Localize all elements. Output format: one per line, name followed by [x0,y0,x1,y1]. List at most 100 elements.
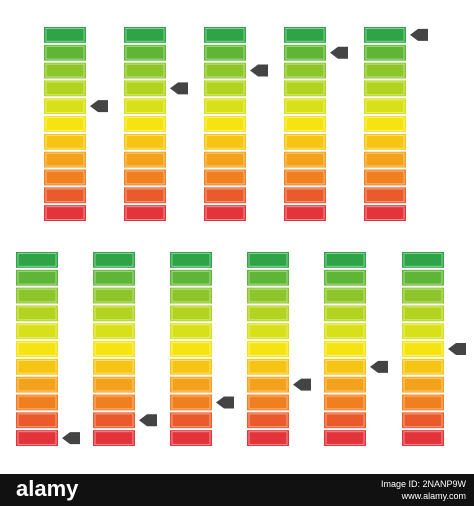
segment-highlight [17,413,57,428]
meter-segment [364,151,406,168]
meter-segment [402,376,444,393]
meter-segment [364,187,406,204]
meter-segment [402,358,444,375]
segment-highlight [17,359,57,374]
meter-segment [44,80,86,97]
segment-highlight [325,324,365,339]
meter-segment [402,323,444,340]
segment-highlight [94,288,134,303]
meter-segment [16,394,58,411]
meter-segment [324,305,366,322]
meter-segment [93,341,135,357]
meter-segment [44,62,86,79]
meter-segment [284,116,326,132]
meter-segment [204,151,246,168]
meter-segment [93,269,135,286]
meter-segment [124,27,166,43]
meter-segment [324,341,366,357]
segment-highlight [205,134,245,149]
segment-highlight [403,342,443,356]
meter-segment [16,305,58,322]
level-pointer [448,343,466,355]
meter-segment [170,412,212,429]
segment-highlight [205,170,245,185]
segment-highlight [248,395,288,410]
meter-segment [364,98,406,115]
meter-segment [16,376,58,393]
meter-segment [247,323,289,340]
level-pointer [370,360,388,373]
meter-segment [93,412,135,429]
meter-segment [170,341,212,357]
meter-segment [44,44,86,61]
meter-segment [204,80,246,97]
segment-highlight [17,288,57,303]
meter-segment [284,169,326,186]
meter-segment [124,98,166,115]
segment-highlight [45,134,85,149]
segment-highlight [205,63,245,78]
segment-highlight [403,395,443,410]
segment-highlight [94,253,134,267]
segment-highlight [365,81,405,96]
segment-highlight [125,152,165,167]
meter-segment [44,133,86,150]
meter-segment [364,44,406,61]
segment-highlight [205,45,245,60]
level-pointer [170,82,188,95]
segment-highlight [125,206,165,221]
meter-segment [284,151,326,168]
footer-bar [0,474,474,506]
meter-segment [324,394,366,411]
meter-segment [402,341,444,357]
meter-segment [204,187,246,204]
meters [16,27,466,446]
footer-logo: alamy [16,476,79,501]
segment-highlight [125,81,165,96]
meter-segment [402,252,444,268]
segment-highlight [403,270,443,285]
segment-highlight [171,253,211,267]
meter-segment [324,412,366,429]
segment-highlight [325,359,365,374]
segment-highlight [17,306,57,321]
meter-segment [284,187,326,204]
segment-highlight [403,253,443,267]
segment-highlight [403,306,443,321]
segment-highlight [285,28,325,42]
level-pointer [293,378,311,391]
background [0,0,474,474]
meter-segment [284,98,326,115]
segment-highlight [17,342,57,356]
segment-highlight [94,377,134,392]
meter-segment [16,341,58,357]
meter-segment [124,116,166,132]
segment-highlight [45,99,85,114]
segment-highlight [45,188,85,203]
meter-segment [364,62,406,79]
segment-highlight [248,342,288,356]
segment-highlight [45,206,85,221]
segment-highlight [248,413,288,428]
segment-highlight [365,28,405,42]
segment-highlight [285,170,325,185]
meter-segment [44,98,86,115]
meter-segment [247,376,289,393]
meter-segment [124,169,166,186]
segment-highlight [248,431,288,446]
image-id: Image ID: 2NANP9W [381,479,467,489]
level-pointer [216,396,234,409]
meter-segment [93,323,135,340]
segment-highlight [248,253,288,267]
meter-segment [284,62,326,79]
segment-highlight [365,63,405,78]
segment-highlight [365,134,405,149]
segment-highlight [285,152,325,167]
meter-segment [204,205,246,221]
segment-highlight [17,324,57,339]
segment-highlight [365,206,405,221]
meter-segment [247,430,289,446]
meter-segment [402,269,444,286]
segment-highlight [205,28,245,42]
